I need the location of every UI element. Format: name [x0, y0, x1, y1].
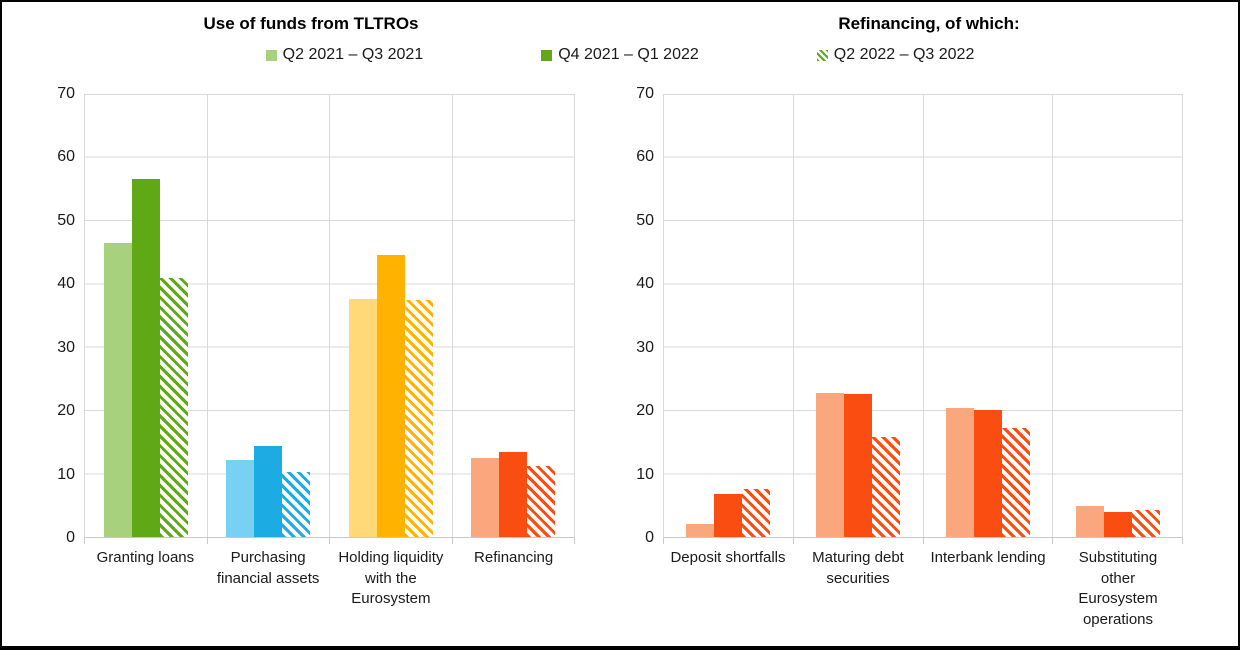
y-axis-tick-label: 0	[645, 529, 654, 546]
charts: 0 10 20 30 40 50 60 70 Granting loans Purchasing …	[2, 85, 1238, 631]
plot-column: Granting loans Purchasing financial asset…	[84, 94, 575, 631]
plot-area	[84, 94, 575, 538]
bar-tint	[226, 459, 255, 537]
bar-solid	[376, 255, 405, 537]
category-label: Interbank lending	[930, 549, 1046, 566]
category-label: Deposit shortfalls	[670, 549, 786, 566]
bar-hatch	[872, 437, 901, 537]
bar-hatch	[282, 471, 311, 537]
x-axis-tick	[84, 538, 208, 544]
bar-tint	[471, 457, 500, 537]
y-axis: 0 10 20 30 40 50 60 70	[620, 85, 663, 546]
category-label: Granting loans	[96, 549, 195, 566]
x-axis-labels: Deposit shortfalls Maturing debt securiti…	[663, 548, 1183, 631]
x-axis-tick	[1053, 538, 1183, 544]
bar-tint	[945, 408, 974, 537]
bar-hatch	[404, 299, 433, 537]
legend-label: Q2 2022 – Q3 2022	[833, 46, 975, 63]
bar-hatch	[1131, 510, 1160, 537]
y-axis-tick-label: 70	[57, 85, 75, 102]
bar-solid	[1103, 511, 1132, 537]
legend: Q2 2021 – Q3 2021 Q4 2021 – Q1 2022 Q2 2…	[2, 46, 1238, 64]
bar-tint	[816, 393, 845, 537]
x-axis-tick	[924, 538, 1054, 544]
category-group	[330, 95, 453, 537]
x-axis-labels: Granting loans Purchasing financial asset…	[84, 548, 575, 610]
bar-solid	[844, 394, 873, 537]
legend-item-q4-2021-q1-2022: Q4 2021 – Q1 2022	[541, 46, 699, 64]
y-axis-tick-label: 20	[636, 402, 654, 420]
y-axis-tick-label: 0	[66, 529, 75, 546]
right-chart-title: Refinancing, of which:	[838, 14, 1020, 33]
category-label: Refinancing	[474, 549, 554, 566]
bar-tint	[686, 523, 715, 537]
category-label: Holding liquidity with the Eurosystem	[338, 549, 444, 608]
category-group	[208, 95, 330, 537]
bar-solid	[714, 493, 743, 537]
bar-solid	[254, 445, 283, 537]
x-axis-tick	[453, 538, 575, 544]
y-axis-tick-label: 70	[636, 85, 654, 102]
y-axis-tick-label: 30	[57, 338, 75, 356]
bar-tint	[103, 242, 132, 537]
y-axis-tick-label: 10	[57, 465, 75, 483]
x-axis-tick	[330, 538, 453, 544]
y-axis-tick-label: 50	[636, 211, 654, 229]
x-axis-tick	[663, 538, 794, 544]
category-group	[85, 95, 208, 537]
x-axis-ticks	[84, 538, 575, 544]
y-axis-tick-label: 10	[636, 465, 654, 483]
y-axis-tick-label: 40	[636, 275, 654, 293]
legend-swatch-tint-icon	[265, 49, 277, 61]
legend-swatch-solid-icon	[541, 49, 553, 61]
bar-hatch	[742, 489, 771, 537]
y-axis-tick-label: 40	[57, 275, 75, 293]
category-label: Purchasing financial assets	[216, 549, 320, 587]
x-axis-tick	[794, 538, 924, 544]
y-axis-tick-label: 50	[57, 211, 75, 229]
category-group	[1053, 95, 1182, 537]
bar-solid	[131, 178, 160, 537]
category-group	[453, 95, 575, 537]
x-axis-ticks	[663, 538, 1183, 544]
plot-area	[663, 94, 1183, 538]
bar-tint	[348, 299, 377, 537]
bar-hatch	[1001, 427, 1030, 537]
bar-hatch	[527, 466, 556, 537]
y-axis-tick-label: 30	[636, 338, 654, 356]
y-axis-tick-label: 20	[57, 402, 75, 420]
category-group	[924, 95, 1054, 537]
legend-item-q2q3-2021: Q2 2021 – Q3 2021	[265, 46, 424, 64]
plot-column: Deposit shortfalls Maturing debt securiti…	[663, 94, 1183, 631]
bar-solid	[973, 410, 1002, 537]
bar-solid	[499, 452, 528, 537]
y-axis: 0 10 20 30 40 50 60 70	[2, 85, 84, 546]
category-label: Maturing debt securities	[812, 549, 904, 587]
legend-label: Q4 2021 – Q1 2022	[558, 46, 699, 63]
left-chart-panel: 0 10 20 30 40 50 60 70 Granting loans Purchasing …	[2, 85, 620, 631]
y-axis-tick-label: 60	[636, 148, 654, 166]
y-axis-tick-label: 60	[57, 148, 75, 166]
legend-swatch-hatch-icon	[816, 49, 828, 61]
legend-label: Q2 2021 – Q3 2021	[282, 46, 424, 63]
chart-titles: Use of funds from TLTROs Refinancing, of…	[2, 2, 1238, 34]
right-chart-panel: 0 10 20 30 40 50 60 70 Deposit shortfalls Maturin…	[620, 85, 1238, 631]
category-label: Substituting other Eurosystem operations	[1078, 549, 1158, 629]
bar-tint	[1075, 505, 1104, 537]
bar-hatch	[159, 278, 188, 537]
left-chart-title: Use of funds from TLTROs	[203, 14, 419, 33]
x-axis-tick	[208, 538, 330, 544]
category-group	[794, 95, 924, 537]
category-group	[664, 95, 794, 537]
legend-item-q2q3-2022: Q2 2022 – Q3 2022	[816, 46, 975, 64]
